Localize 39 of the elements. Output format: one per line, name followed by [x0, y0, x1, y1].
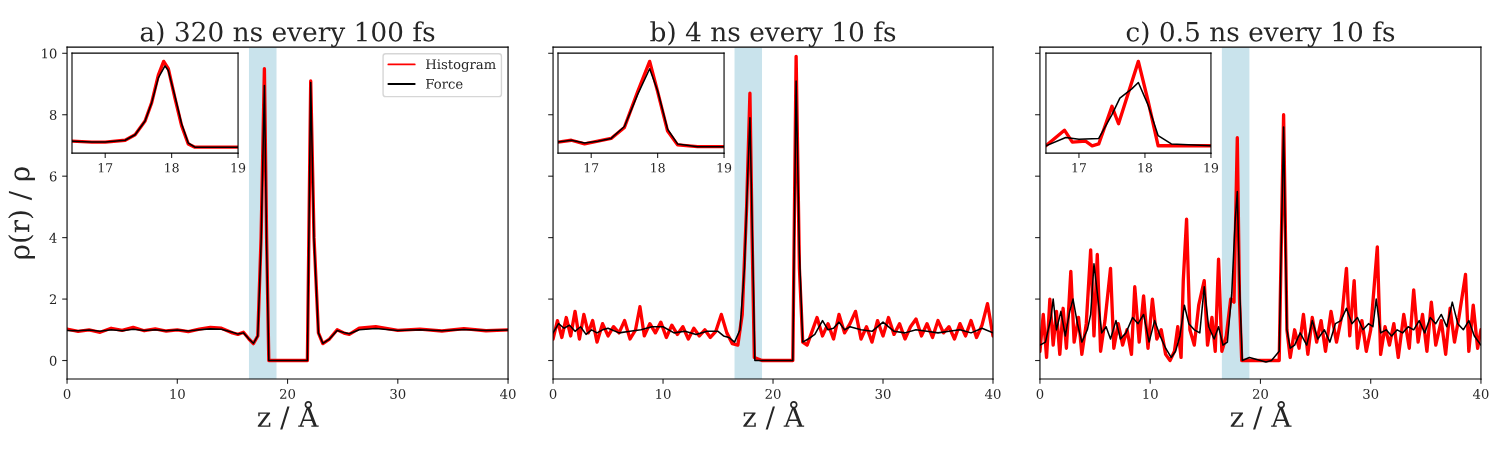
- x-tick-label: 19: [231, 163, 246, 173]
- x-tick-label: 19: [717, 163, 732, 173]
- x-tick-label: 40: [500, 388, 516, 399]
- x-tick-label: 17: [1072, 163, 1086, 173]
- y-tick-label: 4: [49, 232, 57, 243]
- legend-label: Force: [426, 78, 463, 89]
- y-tick-label: 8: [49, 109, 57, 120]
- y-tick-label: 10: [42, 48, 57, 59]
- x-axis-title: z / Å: [257, 401, 319, 430]
- legend-label: Histogram: [426, 59, 496, 72]
- x-tick-label: 30: [390, 388, 406, 399]
- x-tick-label: 18: [651, 163, 665, 173]
- x-axis-title: z / Å: [1230, 401, 1292, 430]
- x-tick-label: 0: [549, 388, 557, 399]
- chart-title: c) 0.5 ns every 10 fs: [1126, 21, 1395, 48]
- x-tick-label: 17: [584, 163, 599, 173]
- x-tick-label: 10: [170, 388, 185, 399]
- y-tick-label: 6: [49, 171, 57, 182]
- x-tick-label: 30: [1363, 388, 1379, 399]
- chart-title: a) 320 ns every 100 fs: [140, 21, 435, 48]
- x-tick-label: 20: [1252, 388, 1268, 399]
- x-axis-title: z / Å: [743, 401, 805, 430]
- x-tick-label: 10: [656, 388, 671, 399]
- x-tick-label: 17: [98, 163, 113, 173]
- x-tick-label: 18: [1138, 163, 1153, 173]
- x-tick-label: 20: [280, 388, 296, 399]
- x-tick-label: 20: [765, 388, 781, 399]
- x-tick-label: 18: [165, 163, 179, 173]
- x-tick-label: 30: [875, 388, 891, 399]
- x-tick-label: 0: [63, 388, 71, 399]
- x-tick-label: 0: [1036, 388, 1044, 399]
- y-axis-title: ρ(r) / ρ: [8, 167, 35, 259]
- y-tick-label: 0: [49, 355, 57, 366]
- x-tick-label: 40: [1472, 388, 1489, 399]
- x-tick-label: 19: [1204, 163, 1219, 173]
- x-tick-label: 10: [1143, 388, 1158, 399]
- chart-title: b) 4 ns every 10 fs: [650, 21, 896, 48]
- x-tick-label: 40: [985, 388, 1001, 399]
- y-tick-label: 2: [49, 294, 57, 305]
